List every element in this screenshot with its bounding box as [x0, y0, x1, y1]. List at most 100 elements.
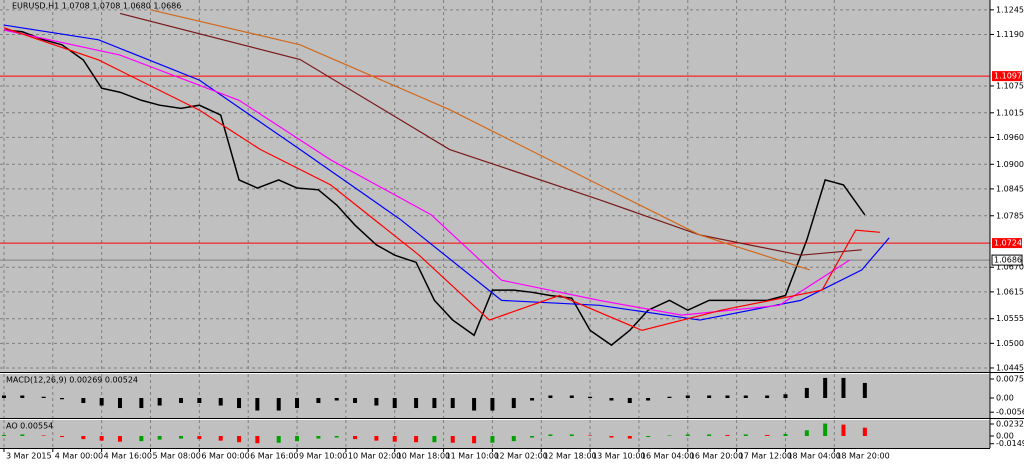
histogram-bar — [295, 435, 300, 442]
y-tick-label: 1.0900 — [996, 160, 1024, 169]
y-tick-label: 0.00 — [996, 393, 1014, 402]
histogram-bar — [841, 424, 846, 436]
pane-title: EURUSD,H1 1.0708 1.0708 1.0680 1.0686 — [12, 2, 181, 11]
x-tick-label: 18 Mar 04:00 — [787, 452, 840, 461]
histogram-bar — [179, 397, 184, 404]
histogram-bar — [414, 435, 419, 443]
y-tick-label: 1.1190 — [996, 30, 1024, 39]
x-tick-label: 16 Mar 04:00 — [641, 452, 694, 461]
histogram-bar — [353, 397, 358, 404]
x-tick-label: 17 Mar 12:00 — [739, 452, 792, 461]
histogram-bar — [765, 395, 770, 398]
y-tick-label: 0.0232 — [996, 419, 1024, 428]
histogram-bar — [316, 435, 321, 439]
x-tick-label: 16 Mar 20:00 — [690, 452, 743, 461]
histogram-bar — [707, 395, 712, 398]
histogram-bar — [179, 435, 184, 439]
y-tick-label: 1.0845 — [996, 184, 1024, 193]
y-tick-label: 1.1075 — [996, 81, 1024, 90]
level-label-bg — [992, 71, 1022, 82]
histogram-bar — [862, 427, 867, 436]
histogram-bar — [41, 435, 46, 436]
histogram-bar — [530, 435, 535, 438]
series-line — [3, 29, 866, 347]
histogram-bar — [117, 435, 122, 442]
x-tick-label: 4 Mar 16:00 — [104, 452, 152, 461]
y-tick-label: 1.1015 — [996, 108, 1024, 117]
histogram-bar — [783, 394, 788, 398]
series-line — [119, 12, 862, 256]
histogram-bar — [157, 435, 162, 440]
histogram-bar — [432, 435, 437, 443]
histogram-bar — [472, 397, 477, 411]
histogram-bar — [20, 395, 25, 398]
histogram-bar — [392, 435, 397, 442]
histogram-bar — [823, 377, 828, 398]
histogram-bar — [823, 423, 828, 436]
level-label: 1.0724 — [994, 239, 1022, 248]
histogram-bar — [588, 435, 593, 436]
histogram-bar — [609, 397, 614, 401]
y-tick-label: 1.0960 — [996, 133, 1024, 142]
histogram-bar — [99, 397, 104, 406]
histogram-bar — [374, 397, 379, 406]
histogram-bar — [218, 397, 223, 406]
level-label-bg — [992, 238, 1022, 249]
histogram-bar — [237, 397, 242, 409]
histogram-bar — [627, 397, 632, 404]
histogram-bar — [548, 434, 553, 436]
histogram-bar — [218, 435, 223, 441]
series-line — [3, 29, 850, 316]
histogram-bar — [197, 435, 202, 440]
histogram-bar — [511, 397, 516, 409]
histogram-bar — [353, 435, 358, 440]
level-label: 1.1097 — [994, 72, 1022, 81]
histogram-bar — [490, 435, 495, 443]
series-line — [150, 9, 811, 271]
histogram-bar — [41, 396, 46, 398]
x-tick-label: 6 Mar 16:00 — [250, 452, 298, 461]
y-tick-label: 1.1245 — [996, 5, 1024, 14]
histogram-bar — [743, 434, 748, 436]
histogram-bar — [197, 397, 202, 404]
histogram-bar — [765, 434, 770, 436]
histogram-bar — [804, 430, 809, 436]
histogram-bar — [20, 434, 25, 436]
price-pane — [0, 0, 990, 372]
x-tick-label: 4 Mar 00:00 — [55, 452, 103, 461]
y-tick-label: 0.00 — [996, 431, 1014, 440]
histogram-bar — [316, 397, 321, 404]
y-tick-label: 1.0670 — [996, 263, 1024, 272]
y-tick-label: 1.0555 — [996, 314, 1024, 323]
histogram-bar — [81, 435, 86, 440]
y-tick-label: -0.00565 — [996, 408, 1024, 417]
histogram-bar — [59, 435, 64, 438]
histogram-bar — [374, 435, 379, 441]
histogram-bar — [685, 434, 690, 436]
histogram-bar — [276, 435, 281, 443]
x-tick-label: 13 Mar 10:00 — [592, 452, 645, 461]
histogram-bar — [725, 395, 730, 398]
histogram-bar — [490, 397, 495, 411]
histogram-bar — [81, 397, 86, 404]
histogram-bar — [530, 397, 535, 401]
histogram-bar — [334, 397, 339, 401]
histogram-bar — [237, 435, 242, 443]
x-tick-label: 5 Mar 08:00 — [152, 452, 200, 461]
histogram-bar — [511, 435, 516, 442]
x-tick-label: 10 Mar 18:00 — [397, 452, 450, 461]
histogram-bar — [569, 434, 574, 436]
x-tick-label: 6 Mar 00:00 — [201, 452, 249, 461]
histogram-bar — [1, 434, 6, 436]
x-tick-label: 3 Mar 2015 — [6, 452, 52, 461]
histogram-bar — [139, 435, 144, 442]
histogram-bar — [685, 395, 690, 398]
histogram-bar — [804, 387, 809, 398]
histogram-bar — [646, 435, 651, 438]
x-tick-label: 18 Mar 20:00 — [836, 452, 889, 461]
histogram-bar — [862, 382, 867, 398]
histogram-bar — [450, 435, 455, 443]
x-tick-label: 10 Mar 02:00 — [348, 452, 401, 461]
